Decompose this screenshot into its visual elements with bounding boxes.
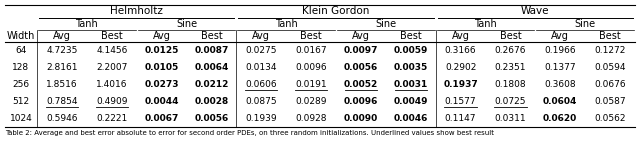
Text: Width: Width: [7, 31, 35, 41]
Text: Avg: Avg: [153, 31, 170, 41]
Text: 0.1272: 0.1272: [595, 46, 626, 55]
Text: 0.0875: 0.0875: [245, 97, 277, 106]
Text: 0.2221: 0.2221: [96, 114, 127, 123]
Text: 0.0049: 0.0049: [394, 97, 428, 106]
Text: Avg: Avg: [252, 31, 270, 41]
Text: Avg: Avg: [53, 31, 71, 41]
Text: 0.0311: 0.0311: [495, 114, 526, 123]
Text: 256: 256: [12, 80, 29, 89]
Text: Best: Best: [300, 31, 322, 41]
Text: 0.0096: 0.0096: [295, 63, 327, 72]
Text: 0.0134: 0.0134: [246, 63, 277, 72]
Text: Tanh: Tanh: [76, 19, 98, 29]
Text: 1.4016: 1.4016: [96, 80, 127, 89]
Text: 0.4909: 0.4909: [96, 97, 127, 106]
Text: 0.0125: 0.0125: [145, 46, 179, 55]
Text: Tanh: Tanh: [474, 19, 497, 29]
Text: Best: Best: [200, 31, 222, 41]
Text: 0.0064: 0.0064: [194, 63, 228, 72]
Text: 0.0191: 0.0191: [295, 80, 327, 89]
Text: 2.2007: 2.2007: [96, 63, 127, 72]
Text: 0.0087: 0.0087: [194, 46, 228, 55]
Text: 0.0044: 0.0044: [145, 97, 179, 106]
Text: 0.1939: 0.1939: [245, 114, 277, 123]
Text: 0.3166: 0.3166: [445, 46, 476, 55]
Text: 2.8161: 2.8161: [46, 63, 77, 72]
Text: 0.0031: 0.0031: [394, 80, 428, 89]
Text: 0.1377: 0.1377: [545, 63, 576, 72]
Text: 0.0052: 0.0052: [344, 80, 378, 89]
Text: 0.0059: 0.0059: [394, 46, 428, 55]
Text: 0.3608: 0.3608: [545, 80, 576, 89]
Text: 0.0676: 0.0676: [595, 80, 626, 89]
Text: 0.0105: 0.0105: [145, 63, 179, 72]
Text: 128: 128: [12, 63, 29, 72]
Text: 0.0606: 0.0606: [245, 80, 277, 89]
Text: 0.0056: 0.0056: [344, 63, 378, 72]
Text: 0.0028: 0.0028: [195, 97, 228, 106]
Text: Table 2: Average and best error absolute to error for second order PDEs, on thre: Table 2: Average and best error absolute…: [5, 130, 494, 136]
Text: 0.0620: 0.0620: [543, 114, 577, 123]
Text: 512: 512: [12, 97, 29, 106]
Text: 0.0275: 0.0275: [246, 46, 277, 55]
Text: 0.0562: 0.0562: [595, 114, 626, 123]
Text: 0.1147: 0.1147: [445, 114, 476, 123]
Text: 0.0090: 0.0090: [344, 114, 378, 123]
Text: 0.2902: 0.2902: [445, 63, 476, 72]
Text: 0.0928: 0.0928: [295, 114, 327, 123]
Text: Tanh: Tanh: [275, 19, 298, 29]
Text: 0.7854: 0.7854: [46, 97, 77, 106]
Text: 0.1966: 0.1966: [545, 46, 576, 55]
Text: 0.0604: 0.0604: [543, 97, 577, 106]
Text: 0.0097: 0.0097: [344, 46, 378, 55]
Text: 0.1937: 0.1937: [444, 80, 478, 89]
Text: 0.0096: 0.0096: [344, 97, 378, 106]
Text: Best: Best: [400, 31, 422, 41]
Text: 1024: 1024: [10, 114, 33, 123]
Text: 0.0594: 0.0594: [595, 63, 626, 72]
Text: 0.0212: 0.0212: [194, 80, 228, 89]
Text: 4.1456: 4.1456: [96, 46, 127, 55]
Text: Best: Best: [599, 31, 621, 41]
Text: 0.0725: 0.0725: [495, 97, 526, 106]
Text: Wave: Wave: [521, 7, 550, 16]
Text: Avg: Avg: [551, 31, 569, 41]
Text: Klein Gordon: Klein Gordon: [302, 7, 370, 16]
Text: 0.0167: 0.0167: [295, 46, 327, 55]
Text: 0.0056: 0.0056: [195, 114, 228, 123]
Text: 4.7235: 4.7235: [46, 46, 77, 55]
Text: 0.2351: 0.2351: [495, 63, 526, 72]
Text: 1.8516: 1.8516: [46, 80, 77, 89]
Text: 0.0067: 0.0067: [145, 114, 179, 123]
Text: Helmholtz: Helmholtz: [110, 7, 163, 16]
Text: 0.0289: 0.0289: [295, 97, 327, 106]
Text: Sine: Sine: [575, 19, 596, 29]
Text: 0.1577: 0.1577: [445, 97, 476, 106]
Text: Best: Best: [101, 31, 123, 41]
Text: Sine: Sine: [375, 19, 396, 29]
Text: 0.2676: 0.2676: [495, 46, 526, 55]
Text: Sine: Sine: [176, 19, 197, 29]
Text: Avg: Avg: [352, 31, 370, 41]
Text: 0.5946: 0.5946: [46, 114, 77, 123]
Text: 0.0587: 0.0587: [595, 97, 626, 106]
Text: 0.0273: 0.0273: [145, 80, 179, 89]
Text: 64: 64: [15, 46, 27, 55]
Text: 0.0046: 0.0046: [394, 114, 428, 123]
Text: 0.1808: 0.1808: [495, 80, 526, 89]
Text: Avg: Avg: [452, 31, 470, 41]
Text: 0.0035: 0.0035: [394, 63, 428, 72]
Text: Best: Best: [500, 31, 522, 41]
